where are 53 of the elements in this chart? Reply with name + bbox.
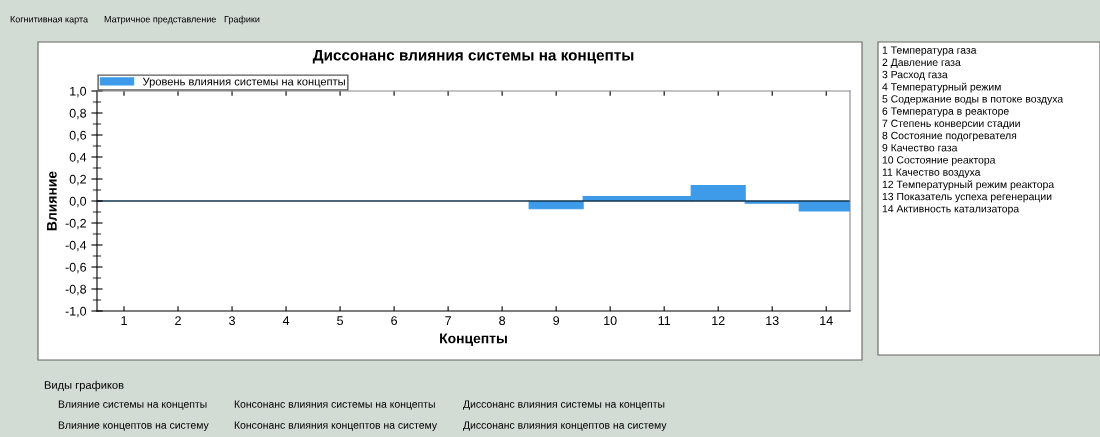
x-tick-label: 11 [658,316,671,325]
x-tick-label: 1 [121,316,127,325]
chart-title: Диссонанс влияния системы на концепты [312,49,634,64]
x-tick-label: 10 [604,316,617,326]
x-tick-label: 6 [391,316,398,326]
legend-label: Уровень влияния системы на концепты [142,77,345,88]
y-axis-title: Влияние [47,171,57,231]
y-tick-label: -0,2 [65,218,86,230]
text: Влияние концептов на систему [58,421,209,431]
y-tick-label: 0,2 [69,174,86,186]
y-tick-label: -0,4 [65,240,87,252]
text: 13 Показатель успеха регенерации [882,192,1052,203]
text: 7 Степень конверсии стадии [882,119,1020,130]
y-tick-label: 0,6 [69,130,87,142]
x-tick-label: 3 [229,316,235,326]
text: Консонанс влияния концептов на систему [234,421,438,431]
x-tick-label: 13 [766,316,779,326]
y-tick-label: -0,6 [65,262,87,274]
y-tick-label: 0,8 [69,108,87,120]
text: 14 Активность катализатора [882,205,1020,215]
x-tick-label: 14 [820,316,833,325]
x-axis-title: Концепты [440,333,507,346]
x-tick-label: 8 [499,316,506,326]
text: 3 Расход газа [882,70,948,81]
text: Диссонанс влияния системы на концепты [463,400,665,410]
x-tick-label: 12 [712,316,725,325]
text: 5 Содержание воды в потоке воздуха [882,95,1064,105]
text: 6 Температура в реакторе [882,107,1009,117]
text: 11 Качество воздуха [882,168,981,178]
y-tick-label: 0,0 [69,196,87,208]
text: 2 Давление газа [882,58,961,68]
x-tick-label: 2 [175,316,181,325]
text: 10 Состояние реактора [882,156,996,166]
text: Диссонанс влияния концептов на систему [463,421,667,431]
text: 9 Качество газа [882,144,958,152]
text: Графики [224,15,260,25]
x-tick-label: 7 [445,316,451,325]
y-tick-label: -1,0 [65,306,87,318]
x-tick-label: 9 [553,316,560,326]
y-tick-label: 0,4 [69,152,87,164]
text: Виды графиков [44,380,124,392]
text: Матричное представление [104,16,216,25]
text: 12 Температурный режим реактора [882,180,1055,191]
text: 1 Температура газа [882,46,977,56]
x-tick-label: 5 [337,316,344,326]
text: Консонанс влияния системы на концепты [234,400,435,410]
text: 8 Состояние подогревателя [882,131,1017,142]
y-tick-label: -0,8 [65,284,87,296]
text: Влияние системы на концепты [58,400,207,410]
text: 4 Температурный режим [882,82,1001,93]
x-tick-label: 4 [282,316,290,325]
text: Когнитивная карта [10,16,89,25]
y-tick-label: 1,0 [70,86,87,98]
